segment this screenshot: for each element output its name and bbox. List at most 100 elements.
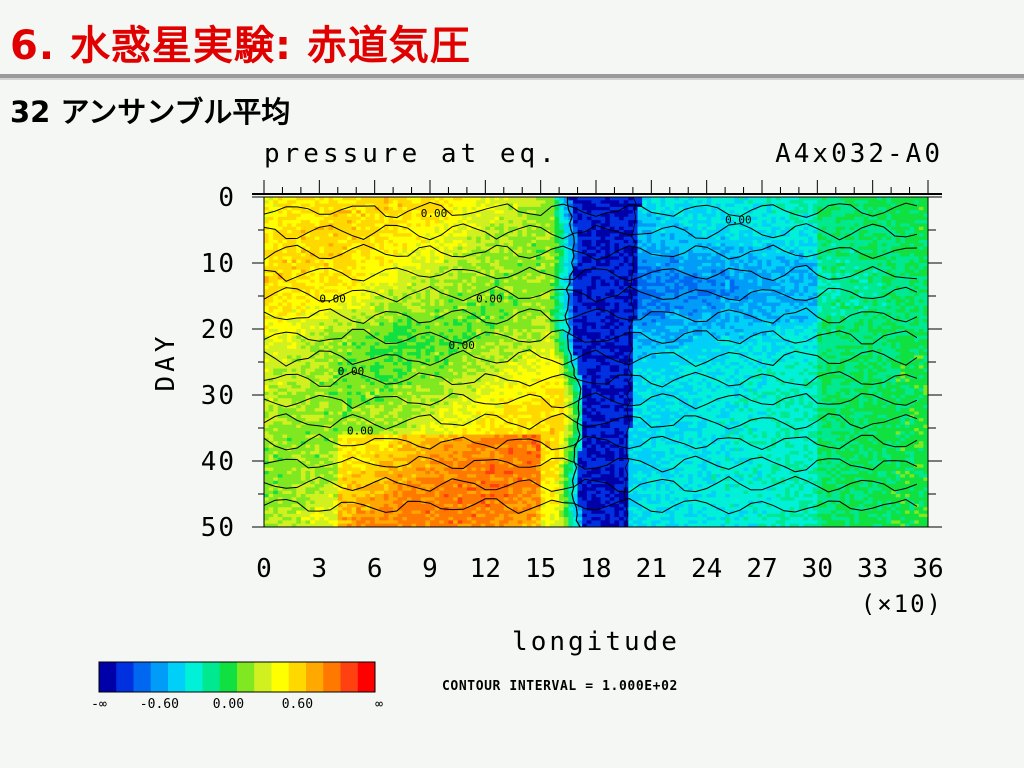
- heatmap-cell: [264, 276, 270, 281]
- heatmap-cell: [821, 243, 828, 248]
- heatmap-cell: [563, 230, 569, 234]
- heatmap-cell: [628, 203, 634, 208]
- heatmap-cell: [720, 259, 726, 264]
- heatmap-cell: [443, 200, 450, 205]
- heatmap-cell: [628, 276, 634, 281]
- heatmap-cell: [835, 213, 841, 218]
- heatmap-cells: [264, 197, 928, 527]
- heatmap-cell: [531, 266, 537, 271]
- heatmap-cell: [360, 243, 367, 248]
- heatmap-cell: [420, 200, 426, 205]
- heatmap-cell: [812, 272, 818, 277]
- heatmap-cell: [351, 233, 357, 238]
- heatmap-cell: [568, 276, 574, 281]
- heatmap-cell: [651, 266, 657, 271]
- heatmap-cell: [688, 233, 694, 238]
- heatmap-cell: [370, 239, 376, 244]
- heatmap-cell: [655, 233, 662, 238]
- heatmap-cell: [517, 203, 523, 208]
- heatmap-cell: [489, 210, 496, 215]
- heatmap-cell: [499, 236, 505, 241]
- heatmap-cell: [568, 282, 574, 287]
- heatmap-cell: [748, 223, 754, 228]
- heatmap-cell: [904, 236, 911, 241]
- heatmap-cell: [858, 259, 865, 264]
- heatmap-cell: [443, 266, 450, 271]
- heatmap-cell: [568, 223, 574, 228]
- heatmap-cell: [268, 282, 274, 287]
- heatmap-cell: [904, 249, 911, 254]
- heatmap-cell: [471, 246, 477, 251]
- heatmap-cell: [513, 233, 519, 238]
- heatmap-cell: [411, 282, 417, 287]
- heatmap-cell: [425, 206, 431, 211]
- heatmap-cell: [762, 213, 768, 218]
- heatmap-cell: [789, 239, 795, 244]
- heatmap-cell: [891, 246, 897, 251]
- heatmap-cell: [305, 197, 311, 201]
- heatmap-cell: [623, 223, 629, 228]
- heatmap-cell: [374, 233, 380, 238]
- heatmap-cell: [789, 266, 795, 271]
- heatmap-cell: [683, 213, 689, 218]
- heatmap-cell: [273, 266, 279, 271]
- heatmap-cell: [858, 263, 865, 267]
- heatmap-cell: [471, 282, 477, 287]
- heatmap-cell: [554, 200, 560, 205]
- heatmap-cell: [835, 263, 841, 267]
- heatmap-cell: [646, 276, 652, 281]
- heatmap-cell: [609, 239, 616, 244]
- heatmap-cell: [619, 266, 625, 271]
- heatmap-cell: [660, 197, 666, 201]
- heatmap-cell: [397, 223, 403, 228]
- heatmap-cell: [393, 269, 399, 274]
- heatmap-cell: [300, 276, 307, 281]
- heatmap-cell: [517, 253, 523, 257]
- heatmap-cell: [333, 200, 339, 205]
- heatmap-cell: [900, 256, 906, 261]
- heatmap-cell: [549, 243, 556, 248]
- heatmap-cell: [840, 203, 846, 208]
- heatmap-cell: [319, 230, 325, 234]
- heatmap-cell: [457, 197, 463, 201]
- heatmap-cell: [273, 256, 279, 261]
- heatmap-cell: [402, 226, 408, 231]
- heatmap-cell: [780, 239, 786, 244]
- heatmap-cell: [540, 233, 546, 238]
- heatmap-cell: [347, 249, 353, 254]
- heatmap-cell: [531, 206, 537, 211]
- heatmap-cell: [720, 253, 726, 257]
- heatmap-cell: [277, 263, 284, 267]
- heatmap-cell: [868, 230, 874, 234]
- heatmap-cell: [314, 259, 320, 264]
- heatmap-cell: [430, 256, 436, 261]
- heatmap-cell: [835, 243, 841, 248]
- heatmap-cell: [812, 279, 818, 284]
- heatmap-cell: [914, 256, 920, 261]
- heatmap-cell: [679, 230, 685, 234]
- heatmap-cell: [287, 263, 293, 267]
- heatmap-cell: [402, 233, 408, 238]
- heatmap-cell: [351, 282, 357, 287]
- heatmap-cell: [794, 279, 800, 284]
- heatmap-cell: [863, 197, 869, 201]
- heatmap-cell: [706, 206, 712, 211]
- heatmap-cell: [766, 197, 772, 201]
- heatmap-cell: [411, 216, 417, 221]
- heatmap-cell: [729, 269, 735, 274]
- heatmap-cell: [863, 200, 869, 205]
- heatmap-cell: [858, 253, 865, 257]
- heatmap-cell: [420, 233, 426, 238]
- heatmap-cell: [771, 249, 777, 254]
- heatmap-cell: [291, 246, 297, 251]
- heatmap-cell: [508, 243, 514, 248]
- heatmap-cell: [356, 220, 362, 224]
- heatmap-cell: [609, 256, 616, 261]
- heatmap-cell: [305, 253, 311, 257]
- heatmap-cell: [877, 213, 883, 218]
- heatmap-cell: [531, 200, 537, 205]
- slide-title: 6. 水惑星実験: 赤道気圧: [10, 23, 471, 69]
- heatmap-cell: [466, 266, 473, 271]
- heatmap-cell: [895, 263, 901, 267]
- heatmap-cell: [554, 266, 560, 271]
